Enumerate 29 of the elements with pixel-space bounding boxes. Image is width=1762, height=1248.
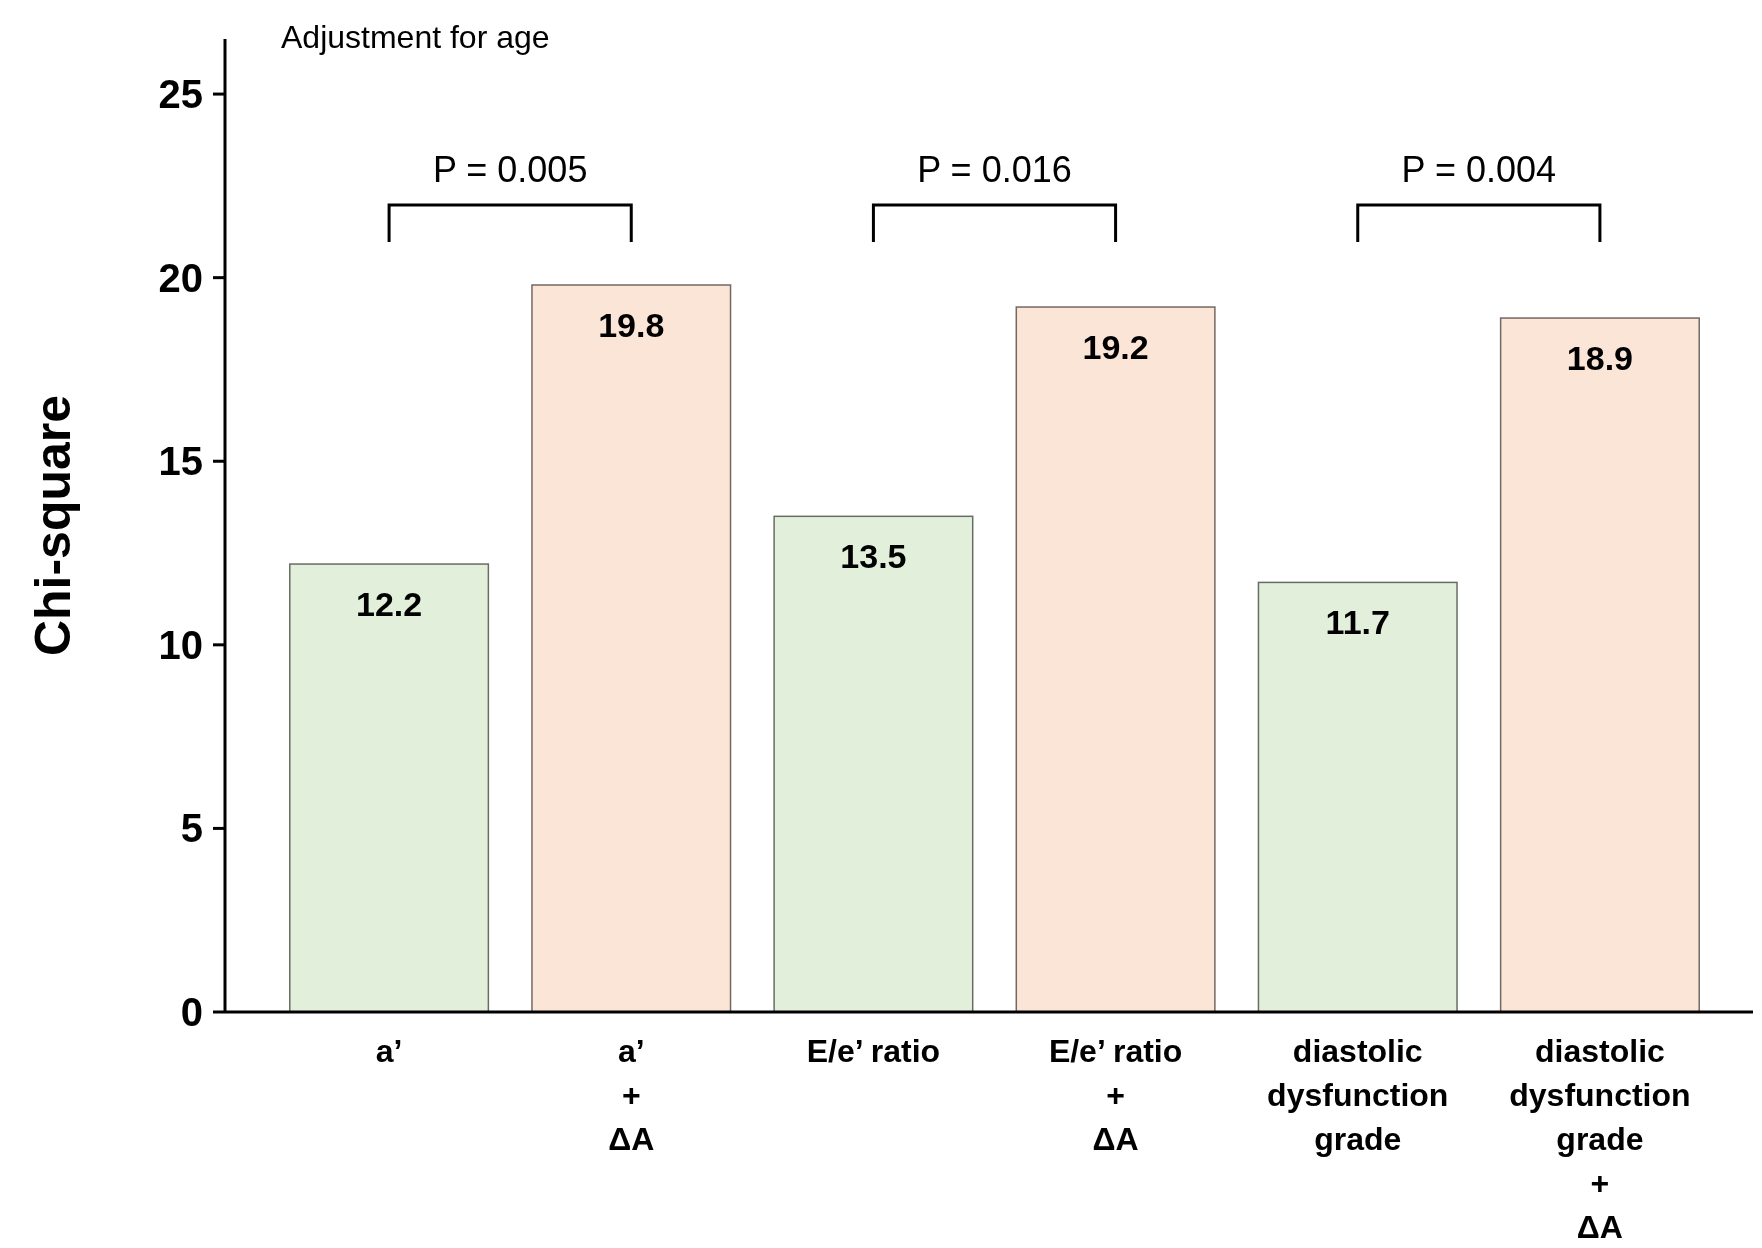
x-tick-label: a’ bbox=[375, 1033, 403, 1069]
annotation: Adjustment for age bbox=[281, 19, 550, 55]
y-tick-label: 5 bbox=[180, 806, 203, 851]
data-label: 13.5 bbox=[840, 537, 907, 576]
annotation: P = 0.005 bbox=[432, 149, 588, 190]
x-tick-label: diastolic dysfunction grade + ΔA bbox=[1509, 1033, 1691, 1245]
x-tick-label: a’ + ΔA bbox=[608, 1033, 655, 1157]
bar bbox=[531, 284, 732, 1013]
bar bbox=[1257, 581, 1458, 1013]
y-tick-label: 0 bbox=[180, 990, 203, 1034]
x-tick-label: diastolic dysfunction grade bbox=[1267, 1033, 1449, 1157]
x-tick-label: E/e’ ratio + ΔA bbox=[1048, 1033, 1183, 1157]
bar bbox=[289, 563, 490, 1013]
data-label: 18.9 bbox=[1566, 339, 1634, 378]
bar bbox=[1015, 306, 1216, 1013]
data-label: 11.7 bbox=[1325, 603, 1390, 642]
data-label: 19.8 bbox=[598, 306, 665, 344]
y-tick-label: 10 bbox=[158, 622, 203, 667]
data-label: 12.2 bbox=[355, 585, 423, 624]
annotation: P = 0.016 bbox=[917, 149, 1072, 190]
data-label: 19.2 bbox=[1082, 328, 1149, 367]
x-tick-label: E/e’ ratio bbox=[806, 1033, 941, 1069]
y-tick-label: 15 bbox=[158, 439, 203, 484]
annotation: P = 0.004 bbox=[1401, 149, 1557, 190]
y-axis-title: Chi-square bbox=[25, 394, 81, 657]
bar bbox=[773, 515, 974, 1013]
y-tick-label: 25 bbox=[158, 72, 203, 117]
y-tick-label: 20 bbox=[158, 255, 203, 300]
bar bbox=[1499, 317, 1700, 1013]
